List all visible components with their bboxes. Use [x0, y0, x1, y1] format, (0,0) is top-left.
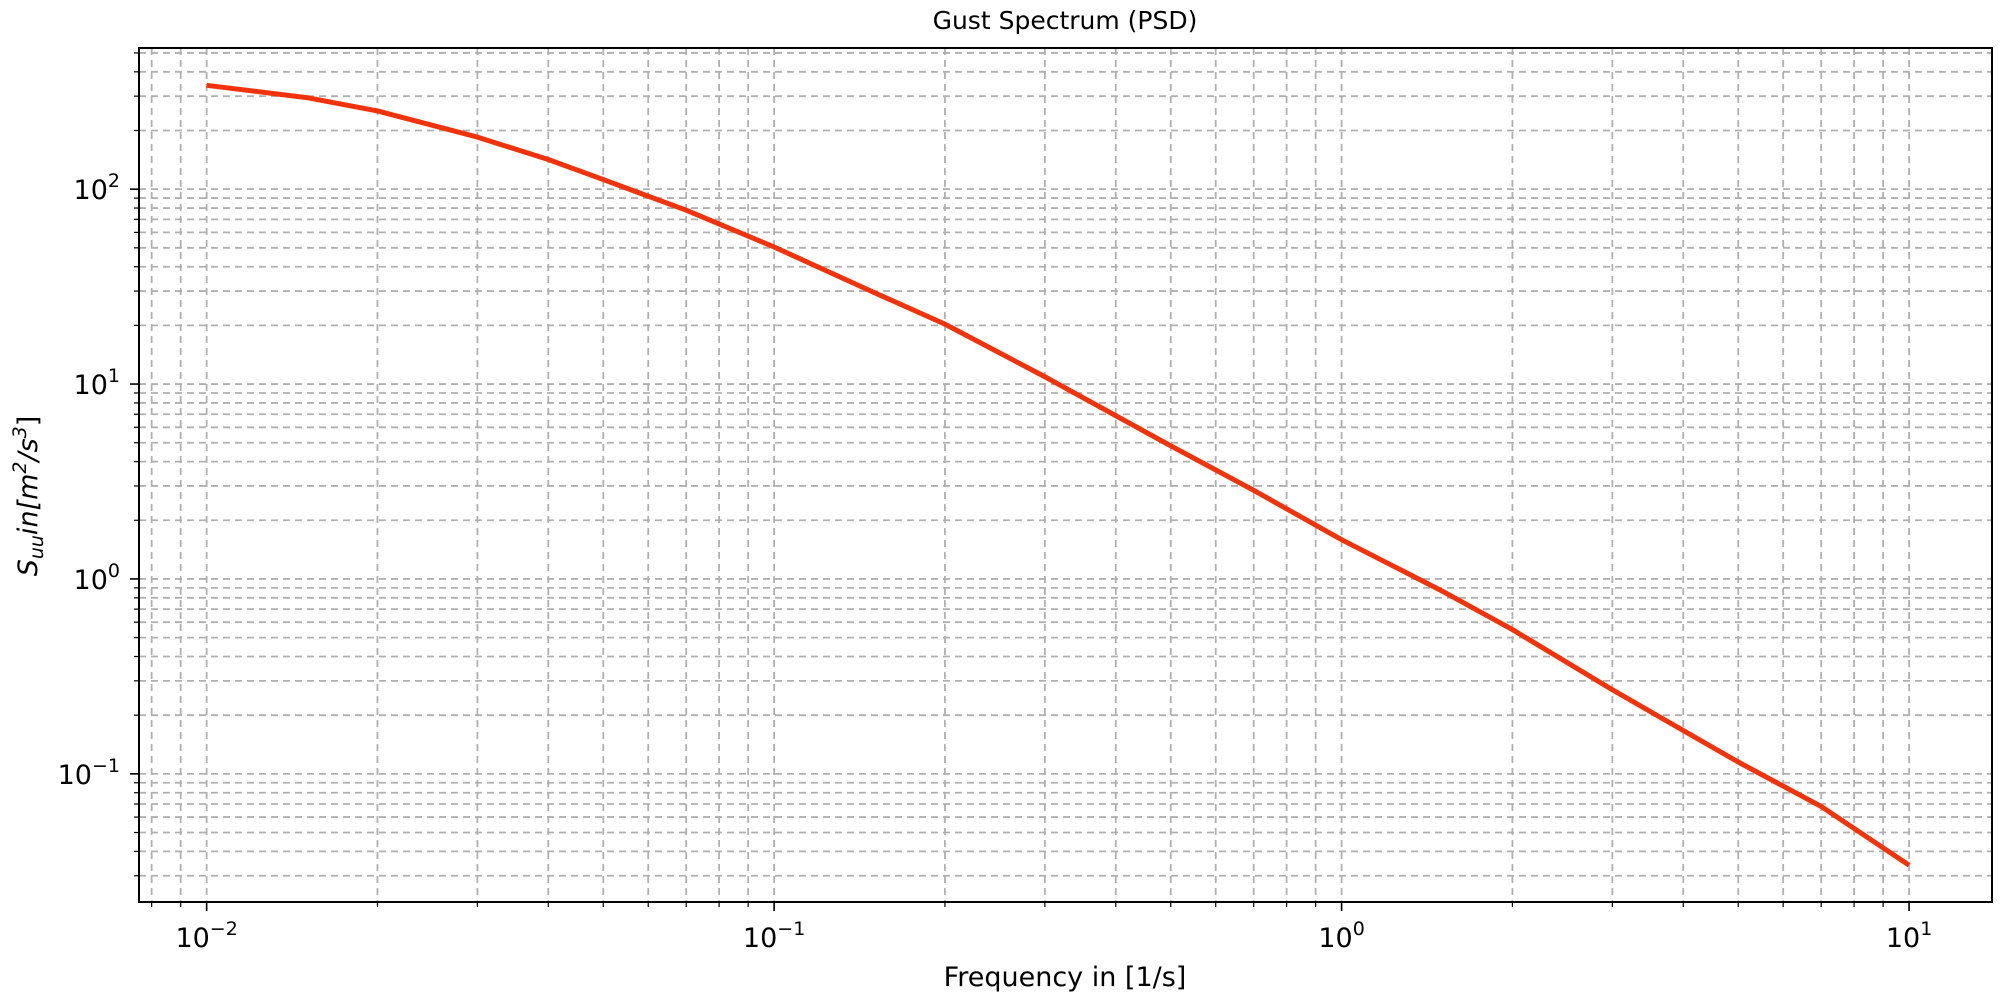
x-tick-label: 100	[1318, 918, 1364, 954]
x-tick-label: 101	[1886, 918, 1932, 954]
tick-marks	[130, 52, 1910, 911]
chart-title: Gust Spectrum (PSD)	[933, 6, 1198, 35]
y-label-slash: /s	[13, 438, 44, 463]
y-tick-label: 10−1	[58, 755, 120, 791]
x-axis-label: Frequency in [1/s]	[944, 962, 1187, 993]
x-tick-labels: 10−2 10−1 100 101	[175, 918, 1932, 954]
y-tick-label: 100	[74, 560, 120, 596]
y-label-sup1: 2	[9, 462, 31, 474]
y-label-mid: in[m	[13, 474, 44, 535]
grid	[139, 48, 1992, 902]
y-label-sup2: 3	[9, 426, 31, 438]
y-tick-label: 101	[74, 365, 120, 401]
y-label-main: S	[13, 559, 44, 576]
x-tick-label: 10−2	[175, 918, 237, 954]
y-axis-label: Suuin[m2/s3]	[9, 416, 48, 577]
series-line	[206, 82, 1911, 868]
series-layer	[206, 82, 1911, 868]
y-tick-label: 102	[74, 170, 120, 206]
y-label-end: ]	[13, 416, 44, 427]
y-tick-labels: 10−1 100 101 102	[58, 170, 120, 791]
x-tick-label: 10−1	[743, 918, 805, 954]
y-label-sub: uu	[26, 535, 48, 559]
plot-frame	[138, 47, 1993, 903]
